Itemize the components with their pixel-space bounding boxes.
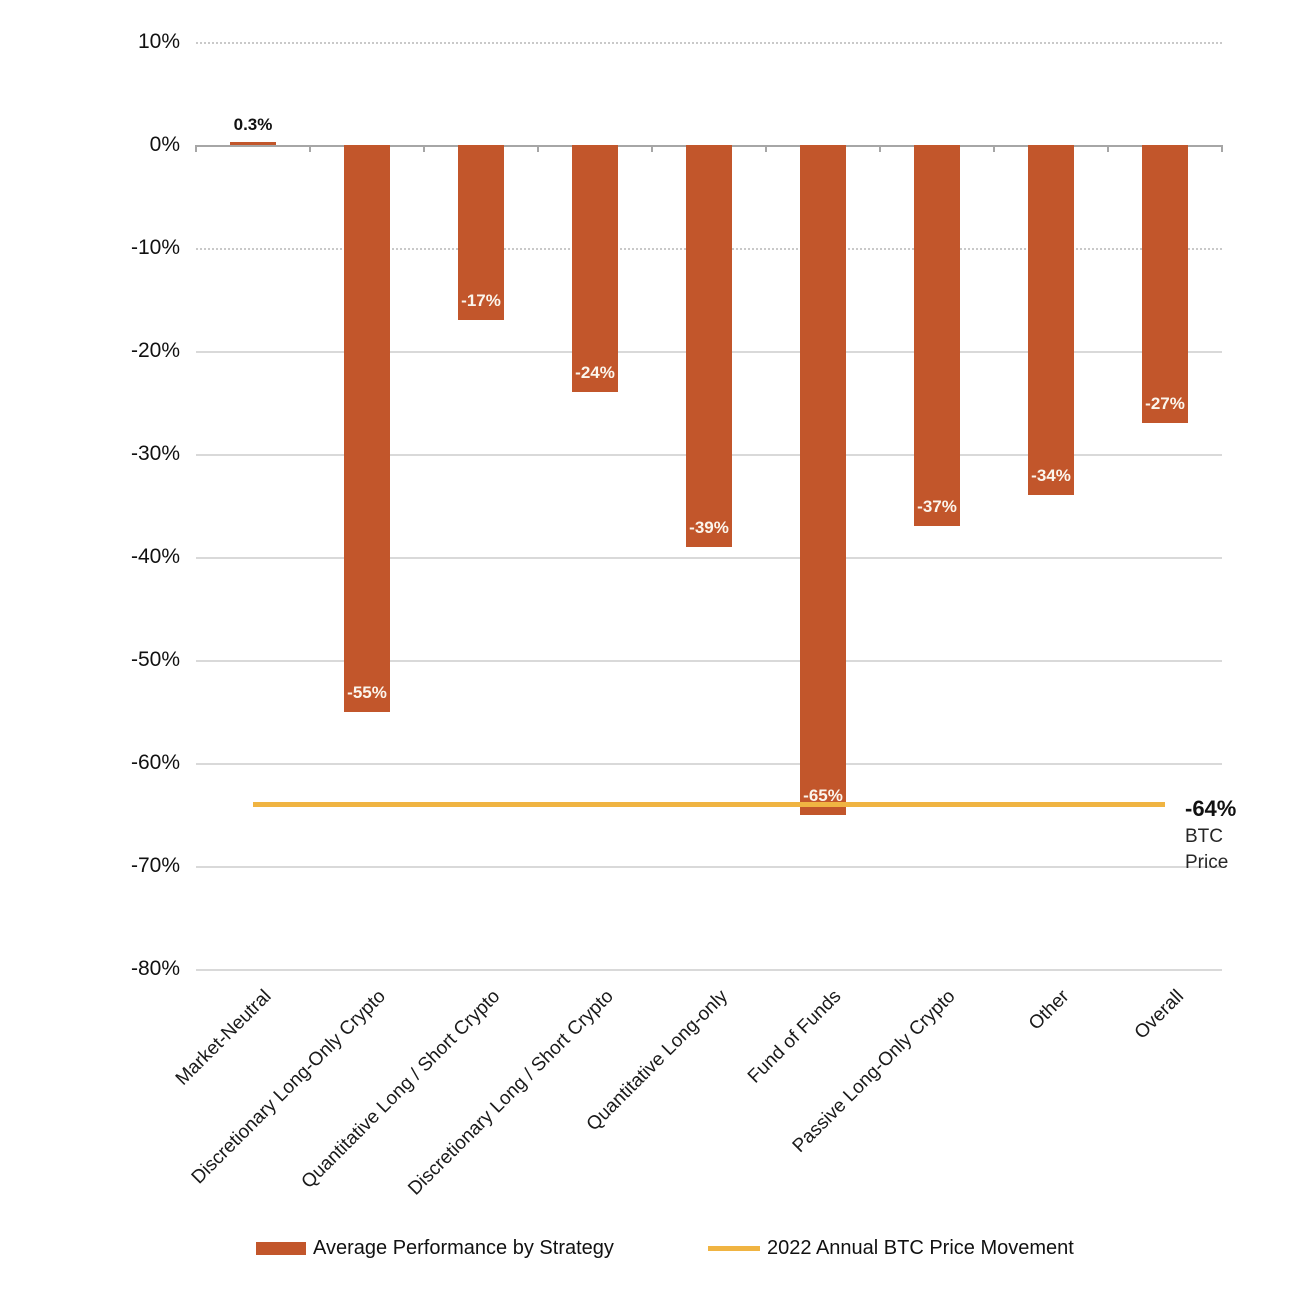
- x-axis-category-label: Other: [1025, 986, 1074, 1035]
- x-axis-category-label: Discretionary Long / Short Crypto: [404, 986, 618, 1200]
- bar-series-swatch-icon: [256, 1241, 306, 1255]
- bar-value-label: -37%: [917, 497, 957, 517]
- x-axis-category-label: Discretionary Long-Only Crypto: [187, 986, 390, 1189]
- axis-tick: [195, 145, 197, 152]
- axis-tick: [1221, 145, 1223, 152]
- y-axis-tick-label: -60%: [130, 751, 180, 774]
- y-axis-tick-label: 0%: [149, 133, 180, 156]
- legend: Average Performance by Strategy 2022 Ann…: [0, 1236, 1306, 1266]
- gridline: [196, 42, 1222, 44]
- bar-value-label: -55%: [347, 682, 387, 702]
- gridline: [196, 557, 1222, 559]
- axis-tick: [651, 145, 653, 152]
- legend-bar-series-label: Average Performance by Strategy: [313, 1236, 614, 1259]
- legend-line-series-label: 2022 Annual BTC Price Movement: [767, 1236, 1074, 1259]
- bar-value-label: -65%: [803, 785, 843, 805]
- gridline: [196, 866, 1222, 868]
- bar-6: [800, 145, 846, 815]
- btc-annotation-value: -64%: [1185, 796, 1237, 821]
- legend-item-line-series: 2022 Annual BTC Price Movement: [708, 1236, 1074, 1260]
- line-series-swatch-icon: [708, 1245, 760, 1251]
- bar-value-label: -27%: [1145, 394, 1185, 414]
- y-axis-tick-label: -80%: [130, 957, 180, 980]
- gridline: [196, 660, 1222, 662]
- y-axis-tick-label: -50%: [130, 648, 180, 671]
- axis-tick: [879, 145, 881, 152]
- x-axis-category-label: Overall: [1130, 986, 1188, 1044]
- y-axis-tick-label: -40%: [130, 545, 180, 568]
- bar-2: [344, 145, 390, 712]
- y-axis-tick-label: -20%: [130, 339, 180, 362]
- axis-tick: [765, 145, 767, 152]
- btc-price-line: [253, 802, 1165, 808]
- axis-tick: [1107, 145, 1109, 152]
- gridline: [196, 969, 1222, 971]
- bar-value-label: -39%: [689, 517, 729, 537]
- bar-9: [1142, 145, 1188, 424]
- y-axis-tick-label: -30%: [130, 442, 180, 465]
- btc-annotation-caption-line1: BTC: [1185, 825, 1223, 847]
- axis-tick: [423, 145, 425, 152]
- btc-annotation: -64% BTC Price: [1185, 795, 1236, 877]
- legend-item-bar-series: Average Performance by Strategy: [256, 1236, 614, 1260]
- x-axis-category-label: Fund of Funds: [744, 986, 846, 1088]
- bar-5: [686, 145, 732, 547]
- x-axis-category-label: Quantitative Long / Short Crypto: [297, 986, 504, 1193]
- bar-3: [458, 145, 504, 321]
- bar-value-label: -24%: [575, 363, 615, 383]
- bar-value-label: 0.3%: [233, 114, 273, 134]
- axis-tick: [537, 145, 539, 152]
- y-axis-tick-label: -70%: [130, 854, 180, 877]
- btc-annotation-caption-line2: Price: [1185, 852, 1229, 874]
- bar-value-label: -17%: [461, 291, 501, 311]
- axis-tick: [309, 145, 311, 152]
- gridline: [196, 763, 1222, 765]
- bar-value-label: -34%: [1031, 466, 1071, 486]
- x-axis-category-label: Market-Neutral: [172, 986, 276, 1090]
- bar-4: [572, 145, 618, 393]
- bar-8: [1028, 145, 1074, 496]
- y-axis-tick-label: 10%: [137, 30, 180, 53]
- bar-7: [914, 145, 960, 527]
- axis-tick: [993, 145, 995, 152]
- bar-1: [230, 141, 276, 145]
- y-axis-tick-label: -10%: [130, 236, 180, 259]
